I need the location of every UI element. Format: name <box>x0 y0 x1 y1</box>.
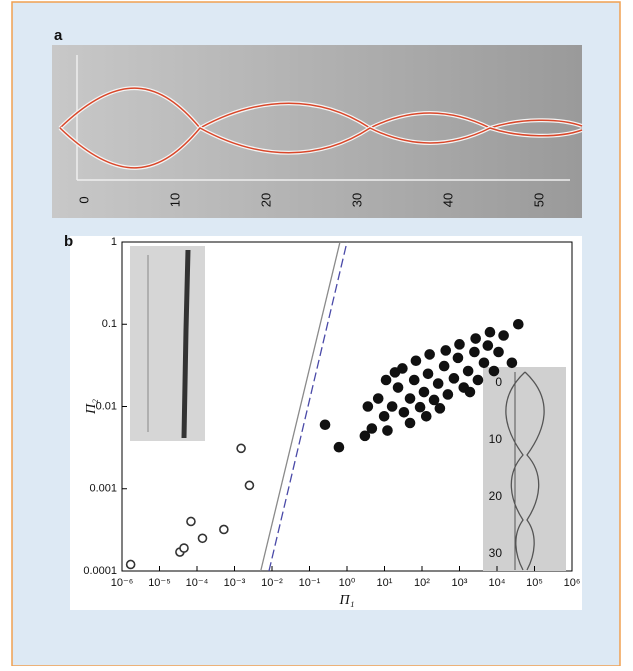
filled-point <box>404 393 416 404</box>
filled-point <box>498 330 509 341</box>
ruler-label: 0 <box>76 196 91 203</box>
jet-fit <box>59 87 583 129</box>
x-axis-title: Π₁ <box>339 593 355 608</box>
inset-left-photo <box>130 246 205 441</box>
ruler-label: 30 <box>349 193 364 207</box>
filled-point <box>438 360 450 372</box>
inset-scale-label: 10 <box>489 432 503 446</box>
x-tick-label: 10³ <box>452 577 468 589</box>
filled-point <box>386 401 398 412</box>
filled-point <box>398 407 410 418</box>
filled-point <box>362 401 374 412</box>
y-tick-label: 0.001 <box>89 483 117 495</box>
filled-point <box>359 430 371 442</box>
jet-fit <box>59 127 583 169</box>
ruler-label: 20 <box>258 193 273 207</box>
filled-point <box>414 401 426 413</box>
filled-point <box>493 346 504 358</box>
inset-scale-label: 0 <box>495 375 502 389</box>
panel-b-label: b <box>64 233 73 250</box>
filled-point <box>452 352 464 364</box>
model-line <box>260 241 341 572</box>
y-tick-label: 1 <box>111 236 117 248</box>
filled-point <box>333 441 345 453</box>
open-point <box>219 524 229 535</box>
filled-point <box>454 339 465 350</box>
filled-point <box>380 374 392 386</box>
filled-point <box>448 373 460 384</box>
filled-point <box>410 355 422 367</box>
ruler-label: 40 <box>440 193 455 207</box>
filled-point <box>422 368 434 380</box>
filled-point <box>472 374 484 386</box>
filled-point <box>428 394 440 406</box>
filled-point <box>404 417 416 429</box>
x-tick-label: 10⁴ <box>489 577 506 589</box>
inset-right-jet <box>505 371 545 571</box>
filled-point <box>506 357 518 369</box>
open-point <box>244 480 255 491</box>
x-tick-label: 10⁻¹ <box>299 577 321 589</box>
open-point <box>125 559 136 570</box>
filled-point <box>434 403 446 414</box>
panel-a-label: a <box>54 27 63 44</box>
x-tick-label: 10⁻⁴ <box>186 577 209 589</box>
x-tick-label: 10⁵ <box>526 577 543 589</box>
x-tick-label: 10² <box>414 577 430 589</box>
filled-point <box>382 425 393 436</box>
x-tick-label: 10⁻⁶ <box>111 577 134 589</box>
filled-point <box>462 365 474 377</box>
filled-point <box>432 378 444 389</box>
filled-point <box>464 386 476 398</box>
filled-point <box>440 345 452 356</box>
y-tick-label: 0.1 <box>102 318 117 330</box>
x-tick-label: 10⁻⁵ <box>148 577 171 589</box>
filled-point <box>442 389 454 400</box>
inset-scale-label: 30 <box>489 546 503 560</box>
open-point <box>197 533 208 544</box>
filled-point <box>366 423 378 434</box>
y-axis-title: Π₂ <box>84 399 99 415</box>
filled-point <box>488 365 500 377</box>
filled-point <box>418 386 430 398</box>
filled-point <box>470 333 481 344</box>
x-tick-label: 10⁻² <box>261 577 283 589</box>
inset-right-photo <box>483 367 566 571</box>
filled-point <box>372 393 384 404</box>
photo-a-shade <box>52 45 582 218</box>
x-tick-label: 10⁰ <box>339 577 356 589</box>
filled-point <box>469 346 480 358</box>
y-tick-label: 0.0001 <box>83 565 117 577</box>
open-point <box>186 516 196 527</box>
open-point <box>236 443 246 454</box>
filled-point <box>319 419 331 431</box>
x-tick-label: 10⁶ <box>564 577 581 589</box>
ruler-label: 10 <box>167 193 182 207</box>
filled-point <box>478 357 490 369</box>
filled-point <box>424 349 435 360</box>
filled-point <box>482 340 494 351</box>
inset-scale-label: 20 <box>489 489 503 503</box>
filled-point <box>484 326 496 338</box>
filled-point <box>378 411 390 422</box>
filled-point <box>513 318 524 330</box>
x-tick-label: 10¹ <box>377 577 393 589</box>
ruler-label: 50 <box>531 193 546 207</box>
model-line <box>268 241 348 572</box>
x-tick-label: 10⁻³ <box>224 577 246 589</box>
y-tick-label: 0.01 <box>96 400 117 412</box>
inset-left-jet <box>181 249 191 439</box>
filled-point <box>397 363 408 374</box>
filled-point <box>392 382 404 393</box>
filled-point <box>408 374 420 386</box>
filled-point <box>420 411 432 422</box>
open-point <box>179 543 189 553</box>
